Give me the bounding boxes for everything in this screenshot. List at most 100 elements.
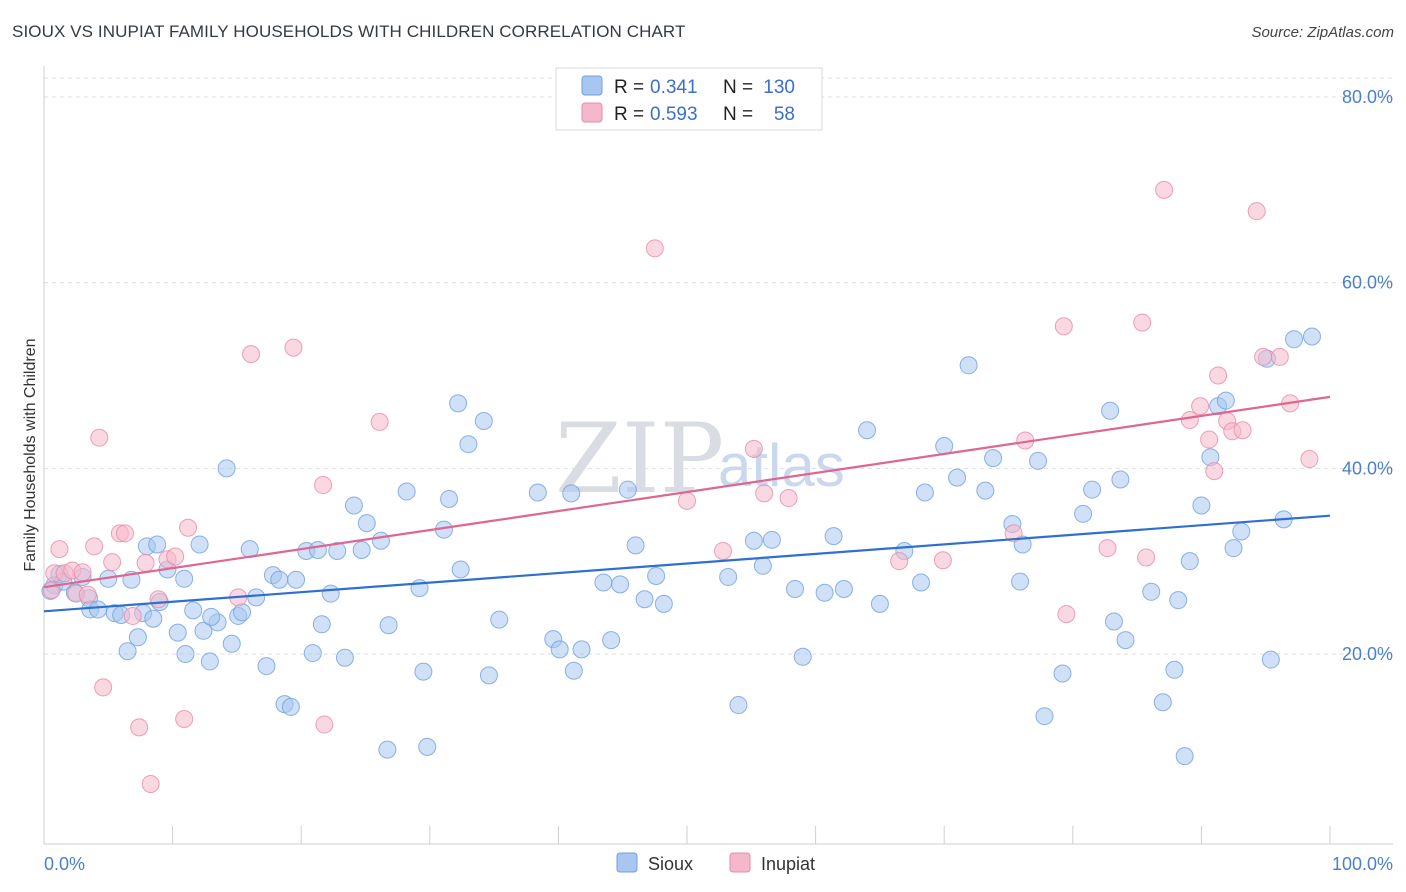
point-inupiat	[1057, 605, 1076, 624]
point-inupiat	[123, 606, 142, 625]
point-sioux	[184, 601, 203, 620]
point-sioux	[1074, 504, 1093, 523]
point-sioux	[352, 541, 371, 560]
point-sioux	[550, 640, 569, 659]
legend-bottom-label-inupiat: Inupiat	[761, 854, 815, 874]
point-sioux	[1180, 552, 1199, 571]
point-sioux	[719, 567, 738, 586]
legend-bottom-swatch-sioux	[616, 852, 638, 873]
watermark-zip: ZIP	[555, 403, 724, 515]
point-inupiat	[890, 552, 909, 571]
point-sioux	[1261, 650, 1280, 669]
point-sioux	[1035, 707, 1054, 726]
x-tick-min: 0.0%	[44, 854, 85, 874]
point-sioux	[786, 580, 805, 599]
point-sioux	[451, 560, 470, 579]
point-sioux	[257, 657, 276, 676]
legend-top: R = 0.341 N = 130 R = 0.593 N = 58	[555, 67, 823, 131]
point-sioux	[959, 356, 978, 375]
point-inupiat	[179, 518, 198, 537]
point-sioux	[1284, 330, 1303, 349]
trend-line-inupiat	[43, 395, 1331, 589]
point-inupiat	[1098, 539, 1117, 558]
point-inupiat	[779, 489, 798, 508]
point-sioux	[1165, 660, 1184, 679]
point-inupiat	[933, 551, 952, 570]
point-sioux	[1232, 522, 1251, 541]
point-sioux	[976, 481, 995, 500]
point-sioux	[414, 662, 433, 681]
point-inupiat	[1200, 430, 1219, 449]
point-sioux	[217, 459, 236, 478]
legend-n-label-inupiat: N =	[723, 104, 753, 125]
point-sioux	[1142, 582, 1161, 601]
y-axis-title: Family Households with Children	[22, 339, 39, 572]
legend-r-label-sioux: R =	[614, 77, 644, 98]
legend-n-value-sioux: 130	[763, 77, 795, 98]
point-sioux	[915, 483, 934, 502]
point-sioux	[312, 615, 331, 634]
point-inupiat	[755, 484, 774, 503]
point-sioux	[618, 480, 637, 499]
point-sioux	[194, 621, 213, 640]
point-inupiat	[1270, 347, 1289, 366]
point-sioux	[1116, 631, 1135, 650]
point-inupiat	[136, 554, 155, 573]
point-inupiat	[1247, 202, 1266, 221]
point-sioux	[647, 567, 666, 586]
point-sioux	[1302, 327, 1321, 346]
point-inupiat	[1209, 366, 1228, 385]
legend-r-value-inupiat: 0.593	[650, 104, 698, 125]
legend-bottom: Sioux Inupiat	[616, 852, 815, 874]
legend-swatch-inupiat	[581, 102, 603, 123]
point-inupiat	[1054, 317, 1073, 336]
point-inupiat	[242, 345, 261, 364]
point-sioux	[397, 482, 416, 501]
point-inupiat	[315, 715, 334, 734]
y-tick-label: 80.0%	[1342, 87, 1393, 107]
point-sioux	[222, 634, 241, 653]
source-label: Source: ZipAtlas.com	[1251, 24, 1394, 41]
point-inupiat	[284, 338, 303, 357]
point-sioux	[128, 628, 147, 647]
point-sioux	[233, 603, 252, 622]
point-sioux	[912, 573, 931, 592]
trend-lines	[43, 395, 1331, 613]
point-sioux	[449, 394, 468, 413]
point-inupiat	[1155, 180, 1174, 199]
point-inupiat	[166, 547, 185, 566]
point-inupiat	[85, 537, 104, 556]
point-sioux	[1216, 391, 1235, 410]
point-sioux	[378, 740, 397, 759]
point-sioux	[200, 652, 219, 671]
point-sioux	[479, 666, 498, 685]
point-sioux	[321, 584, 340, 603]
point-sioux	[371, 531, 390, 550]
trend-line-sioux	[43, 514, 1331, 613]
point-inupiat	[73, 563, 92, 582]
point-sioux	[1192, 496, 1211, 515]
point-sioux	[1053, 664, 1072, 683]
point-inupiat	[1191, 397, 1210, 416]
point-inupiat	[90, 428, 109, 447]
point-sioux	[572, 640, 591, 659]
point-sioux	[344, 496, 363, 515]
legend-n-value-inupiat: 58	[774, 104, 795, 125]
point-inupiat	[175, 709, 194, 728]
x-tick-max: 100.0%	[1332, 854, 1393, 874]
y-tick-label: 60.0%	[1342, 273, 1393, 293]
legend-swatch-sioux	[581, 75, 603, 96]
point-sioux	[175, 569, 194, 588]
point-sioux	[626, 536, 645, 555]
axes	[43, 66, 1393, 845]
point-inupiat	[103, 553, 122, 572]
point-sioux	[1029, 451, 1048, 470]
point-inupiat	[116, 524, 135, 543]
point-sioux	[418, 737, 437, 756]
point-sioux	[528, 483, 547, 502]
point-inupiat	[141, 774, 160, 793]
point-sioux	[753, 556, 772, 575]
y-tick-label: 20.0%	[1342, 644, 1393, 664]
point-sioux	[474, 411, 493, 430]
